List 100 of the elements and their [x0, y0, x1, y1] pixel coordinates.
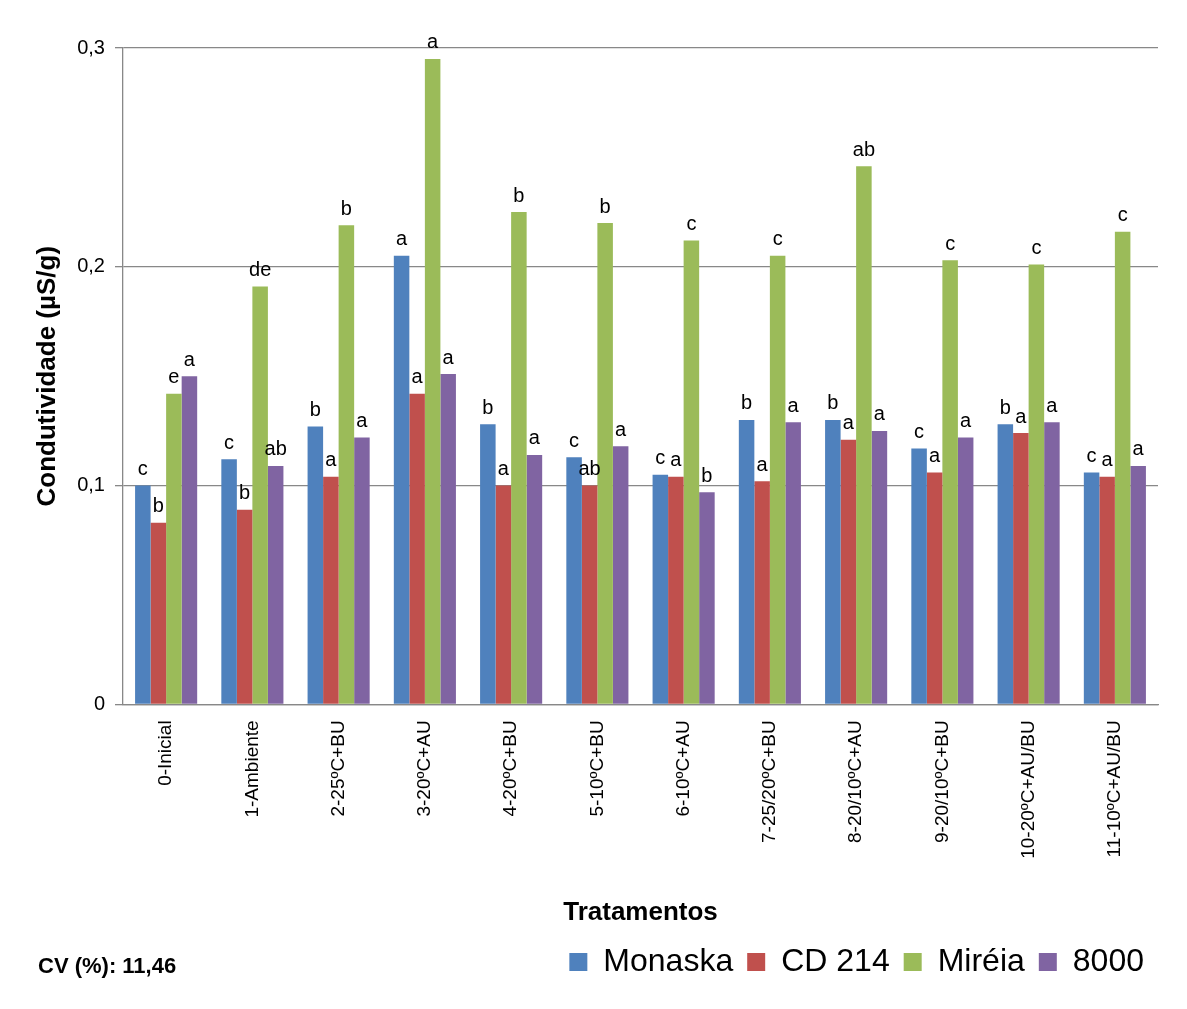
- bar: [871, 430, 888, 704]
- y-axis-title: Condutividade (µS/g): [30, 245, 61, 507]
- bar: [957, 437, 974, 704]
- data-label: b: [239, 481, 251, 504]
- bar: [911, 448, 927, 704]
- data-label: b: [599, 194, 611, 217]
- data-label: c: [686, 212, 697, 235]
- bar: [221, 459, 237, 704]
- data-label: a: [960, 408, 973, 431]
- bar: [652, 474, 669, 704]
- bar: [181, 376, 198, 704]
- bar: [581, 485, 598, 704]
- bar: [856, 166, 872, 704]
- data-label: a: [427, 30, 440, 53]
- data-label: a: [787, 393, 800, 416]
- data-label: a: [396, 227, 409, 250]
- bar: [668, 476, 684, 704]
- bar: [942, 260, 958, 704]
- x-axis-title: Tratamentos: [563, 895, 718, 926]
- data-label: a: [929, 443, 942, 466]
- legend-label: 8000: [1072, 941, 1144, 978]
- data-label: c: [569, 428, 580, 451]
- x-tick-label: 4-20ºC+BU: [499, 720, 521, 817]
- bar: [926, 472, 943, 704]
- data-label: a: [325, 448, 338, 471]
- bar: [769, 255, 786, 704]
- text: CV (%): 11,46: [38, 953, 177, 979]
- data-label: c: [1117, 203, 1128, 226]
- bar: [440, 374, 456, 704]
- bar: [135, 485, 151, 704]
- bar: [338, 225, 355, 704]
- data-label: a: [756, 452, 769, 475]
- bar: [825, 419, 841, 704]
- data-label: c: [137, 457, 148, 480]
- bar: [150, 522, 167, 704]
- y-tick-label: 0,3: [77, 35, 105, 58]
- y-tick-label: 0,1: [77, 473, 105, 496]
- data-label: c: [914, 419, 925, 442]
- bar: [683, 240, 700, 704]
- data-label: a: [615, 417, 628, 440]
- data-label: a: [1132, 437, 1145, 460]
- bar: [393, 255, 410, 704]
- bar: [1114, 231, 1131, 704]
- data-label: c: [224, 430, 235, 453]
- data-label: b: [513, 183, 525, 206]
- bar: [323, 476, 339, 704]
- bar: [997, 424, 1014, 704]
- data-label: b: [309, 398, 321, 421]
- legend-label: CD 214: [781, 941, 890, 978]
- bar: [267, 465, 284, 704]
- data-label: c: [945, 231, 956, 254]
- data-label: c: [772, 227, 783, 250]
- x-tick-label: 9-20/10ºC+BU: [930, 720, 952, 843]
- data-label: a: [183, 347, 196, 370]
- bar: [424, 58, 441, 704]
- y-tick-label: 0: [93, 691, 105, 714]
- data-label: a: [356, 408, 369, 431]
- bar: [754, 481, 770, 704]
- x-tick-label: 2-25ºC+BU: [326, 720, 348, 817]
- x-tick-label: 1-Ambiente: [240, 720, 262, 818]
- bar: [1044, 422, 1060, 704]
- bar: [495, 485, 512, 704]
- bar: [1013, 433, 1029, 704]
- x-tick-label: 11-10ºC+AU/BU: [1103, 720, 1125, 858]
- x-tick-label: 6-10ºC+AU: [671, 720, 693, 817]
- data-label: a: [1101, 448, 1114, 471]
- data-label: e: [168, 365, 180, 388]
- bar: [511, 212, 527, 704]
- data-label: a: [670, 448, 683, 471]
- x-tick-label: 0-Inicial: [154, 720, 176, 786]
- data-label: de: [249, 258, 272, 280]
- bar: [699, 492, 715, 704]
- x-tick-label: 8-20/10ºC+AU: [844, 720, 866, 843]
- bar: [1099, 476, 1115, 704]
- x-tick-label: 7-25/20ºC+BU: [758, 720, 780, 843]
- bar: [1028, 264, 1045, 704]
- data-label: a: [873, 402, 886, 425]
- legend-label: Miréia: [937, 941, 1026, 978]
- data-label: b: [741, 391, 753, 414]
- bar: [236, 509, 253, 704]
- bar: [1083, 472, 1100, 704]
- data-label: b: [827, 391, 839, 414]
- data-label: a: [442, 345, 455, 368]
- bar: [612, 446, 629, 704]
- bar: [840, 439, 857, 704]
- data-label: b: [340, 196, 352, 219]
- data-label: b: [152, 494, 164, 517]
- data-label: ab: [852, 137, 876, 160]
- data-label: a: [528, 426, 541, 449]
- data-label: b: [482, 395, 494, 418]
- data-label: a: [842, 411, 855, 434]
- bar: [307, 426, 324, 704]
- x-tick-label: 5-10ºC+BU: [585, 720, 607, 817]
- bar: [409, 393, 425, 704]
- bar: [166, 393, 182, 704]
- legend-label: Monaska: [603, 941, 734, 978]
- bar: [738, 419, 755, 704]
- data-label: b: [701, 463, 713, 486]
- data-label: c: [1031, 236, 1042, 259]
- bar: [354, 437, 370, 704]
